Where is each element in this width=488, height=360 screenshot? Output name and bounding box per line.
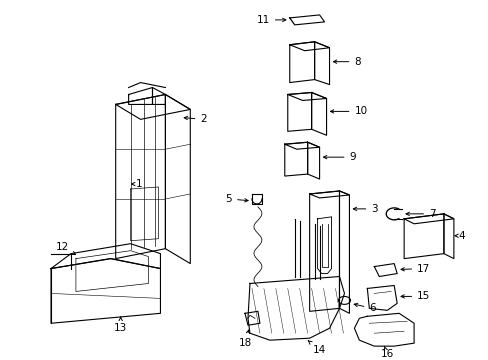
Text: 16: 16 [380,346,393,359]
Text: 5: 5 [225,194,247,204]
Text: 11: 11 [256,15,285,25]
Text: 10: 10 [330,107,367,116]
Text: 13: 13 [114,317,127,333]
Text: 12: 12 [56,242,76,255]
Text: 7: 7 [405,209,435,219]
Text: 3: 3 [353,204,377,214]
Text: 1: 1 [131,179,142,189]
Text: 6: 6 [353,303,375,313]
Text: 8: 8 [333,57,360,67]
Text: 18: 18 [238,330,251,348]
Text: 4: 4 [454,231,465,241]
Text: 9: 9 [323,152,355,162]
Text: 15: 15 [400,291,429,301]
Text: 17: 17 [400,264,429,274]
Text: 14: 14 [307,341,325,355]
Text: 2: 2 [184,114,206,124]
